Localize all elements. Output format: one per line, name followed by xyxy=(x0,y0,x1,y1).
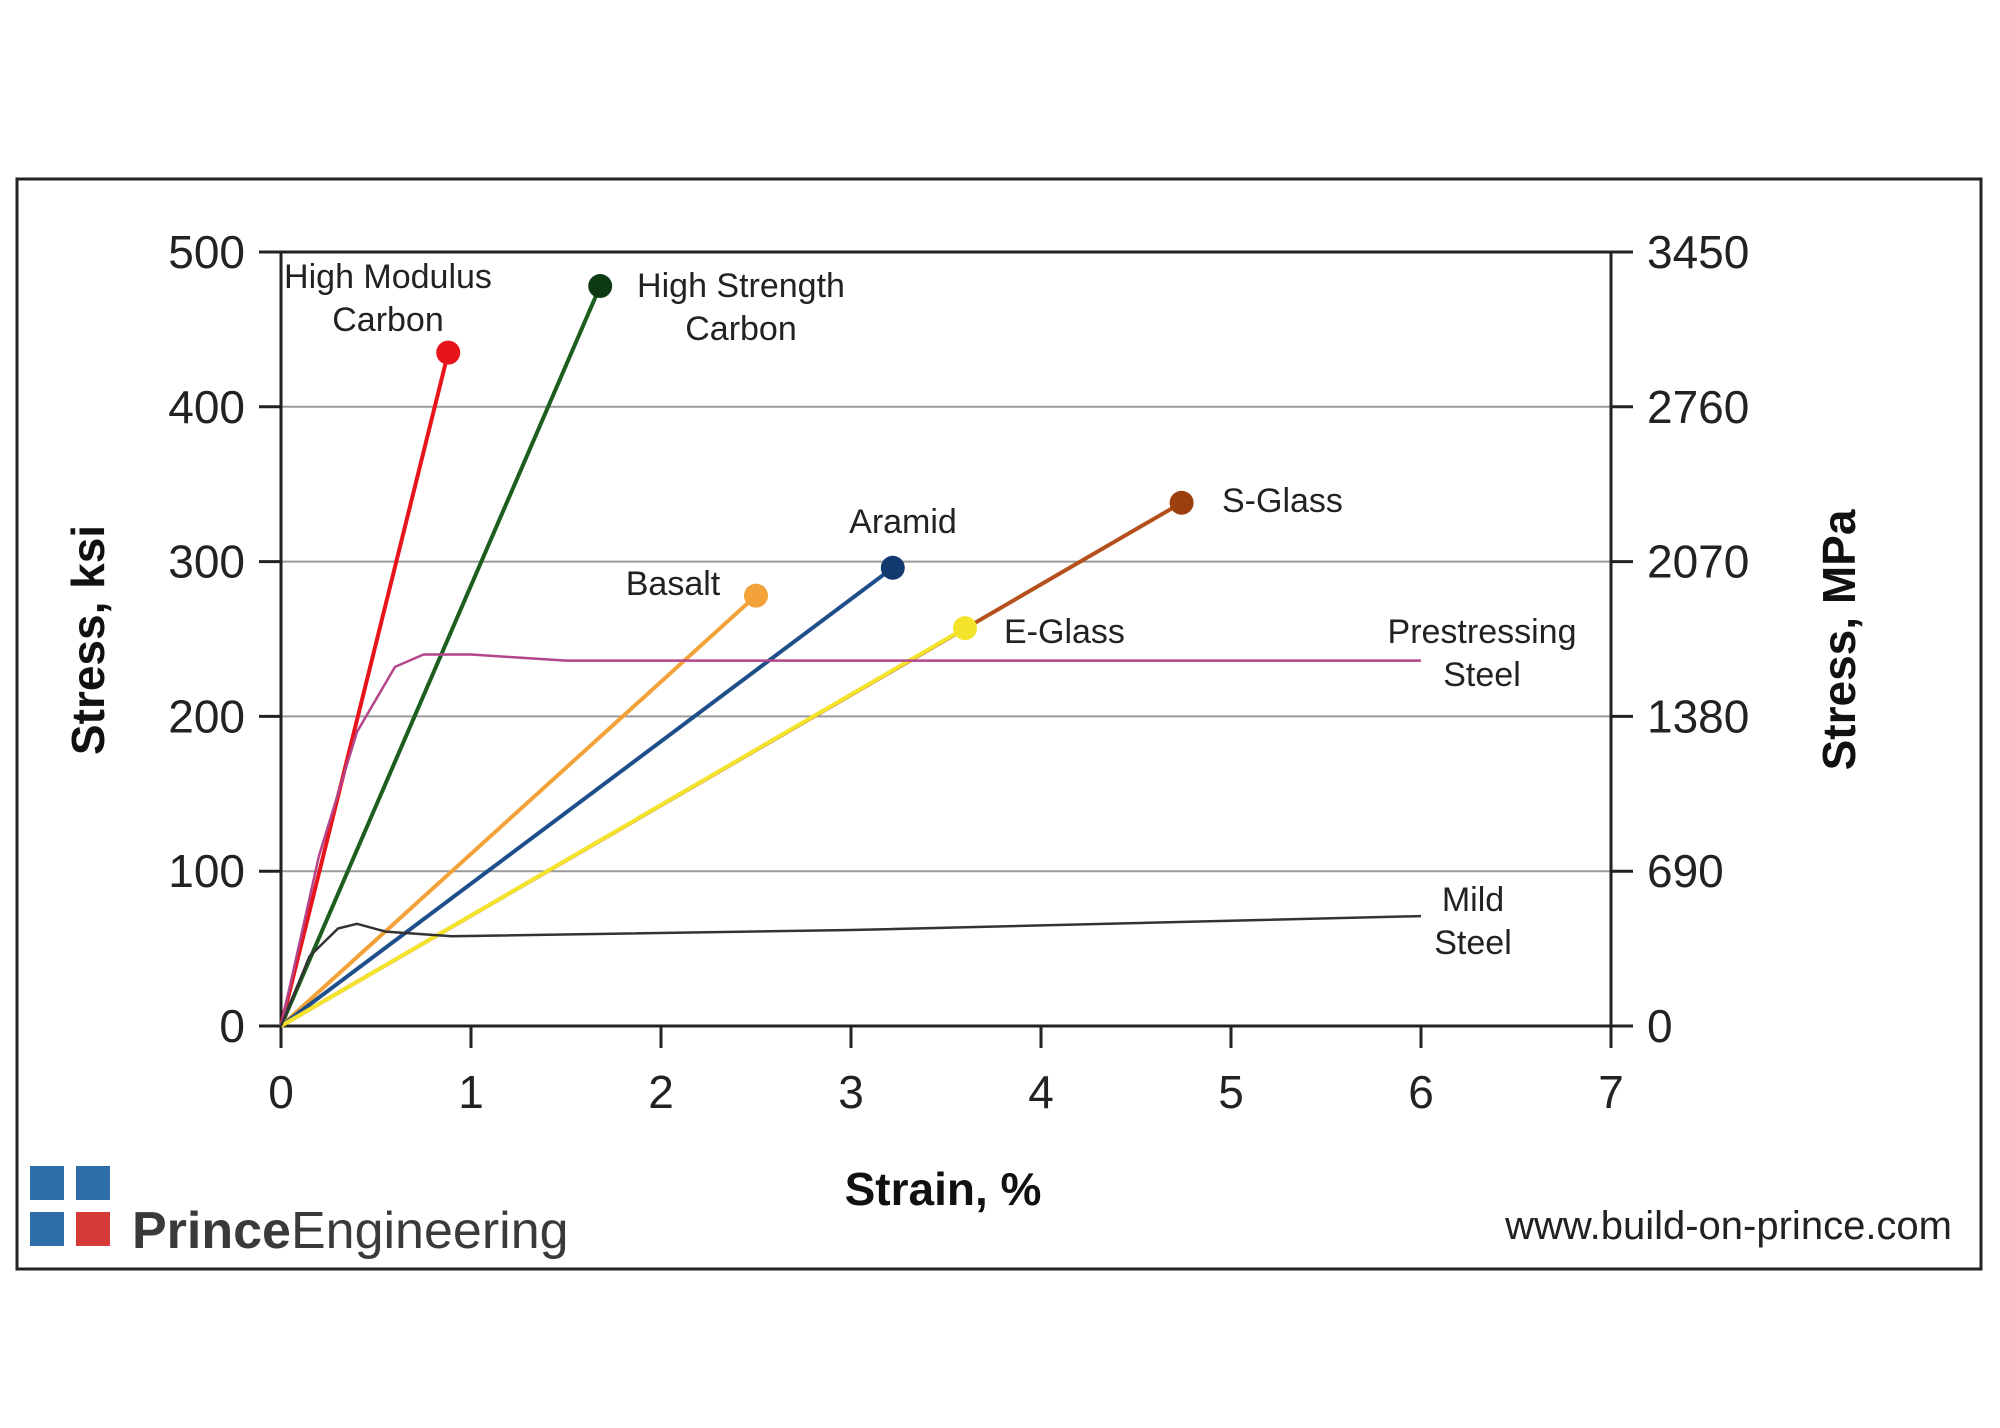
y2-axis-title: Stress, MPa xyxy=(1813,509,1865,770)
series-label-line: Prestressing xyxy=(1388,613,1577,651)
series-line xyxy=(279,285,603,1027)
logo-square xyxy=(30,1212,64,1246)
series-line xyxy=(279,914,1422,1027)
y-tick-label: 100 xyxy=(168,845,245,897)
series-label-line: High Strength xyxy=(637,267,845,305)
y2-tick-label: 2760 xyxy=(1647,381,1749,433)
series-label: High Strength Carbon xyxy=(637,267,845,348)
x-tick-label: 3 xyxy=(838,1066,864,1118)
x-tick-label: 1 xyxy=(458,1066,484,1118)
series-label-line: Steel xyxy=(1434,924,1512,962)
series-label: High Modulus Carbon xyxy=(284,258,492,339)
logo-square xyxy=(30,1166,64,1200)
series-group xyxy=(279,274,1422,1028)
series-label: S-Glass xyxy=(1222,482,1343,520)
series-label: Basalt xyxy=(626,565,721,603)
series-label-line: Steel xyxy=(1443,656,1521,694)
series-label-line: Mild xyxy=(1442,881,1504,919)
y-tick-label: 500 xyxy=(168,226,245,278)
logo-text-bold: Prince xyxy=(132,1202,291,1260)
y2-tick-label: 2070 xyxy=(1647,536,1749,588)
x-tick-label: 6 xyxy=(1408,1066,1434,1118)
y2-tick-label: 1380 xyxy=(1647,690,1749,742)
series-endpoint-marker xyxy=(880,555,905,580)
series-line xyxy=(279,594,758,1028)
series-label-line: High Modulus xyxy=(284,258,492,296)
series-label-line: E-Glass xyxy=(1004,613,1125,651)
series-line xyxy=(279,566,894,1028)
series-label-line: Basalt xyxy=(626,565,721,603)
series-line xyxy=(279,352,451,1027)
x-tick-label: 7 xyxy=(1598,1066,1624,1118)
x-tick-label: 0 xyxy=(268,1066,294,1118)
y-axis-title: Stress, ksi xyxy=(62,525,114,755)
y-tick-label: 200 xyxy=(168,690,245,742)
y2-tick-label: 0 xyxy=(1647,1000,1673,1052)
logo-square xyxy=(76,1166,110,1200)
grid-lines xyxy=(281,405,1611,873)
series-label-line: Carbon xyxy=(332,301,444,339)
y2-tick-label: 3450 xyxy=(1647,226,1749,278)
logo-square xyxy=(76,1212,110,1246)
y-tick-label: 0 xyxy=(219,1000,245,1052)
logo-text-regular: Engineering xyxy=(291,1202,569,1260)
x-tick-label: 5 xyxy=(1218,1066,1244,1118)
series-label: Aramid xyxy=(849,503,957,541)
logo-text: PrinceEngineering xyxy=(132,1202,569,1260)
series-endpoint-marker xyxy=(744,583,768,608)
series-endpoint-marker xyxy=(1169,490,1194,515)
series-endpoint-marker xyxy=(953,616,977,641)
x-tick-label: 2 xyxy=(648,1066,674,1118)
series-line xyxy=(279,626,967,1028)
series-line xyxy=(279,653,1421,1027)
y-tick-label: 400 xyxy=(168,381,245,433)
series-label-line: S-Glass xyxy=(1222,482,1343,520)
prince-logo: PrinceEngineering xyxy=(30,1166,569,1260)
website-url: www.build-on-prince.com xyxy=(1504,1204,1952,1248)
y2-tick-label: 690 xyxy=(1647,845,1724,897)
series-label: E-Glass xyxy=(1004,613,1125,651)
outer-border xyxy=(15,177,1983,1271)
series-label: Mild Steel xyxy=(1434,881,1512,962)
x-axis-title: Strain, % xyxy=(845,1163,1042,1215)
series-label-line: Carbon xyxy=(685,310,797,348)
series-endpoint-marker xyxy=(588,274,613,299)
x-tick-label: 4 xyxy=(1028,1066,1054,1118)
series-label: Prestressing Steel xyxy=(1388,613,1577,694)
series-endpoint-marker xyxy=(436,340,461,365)
y-tick-label: 300 xyxy=(168,536,245,588)
series-label-line: Aramid xyxy=(849,503,957,541)
series-labels: High Modulus Carbon High Strength Carbon Bas… xyxy=(284,258,1576,962)
